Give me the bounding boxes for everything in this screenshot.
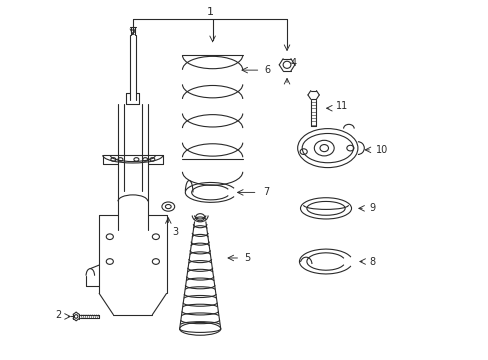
Text: 6: 6 <box>264 65 269 75</box>
Text: 8: 8 <box>369 257 375 266</box>
Text: 5: 5 <box>244 253 249 263</box>
Text: 1: 1 <box>207 7 214 17</box>
Text: 10: 10 <box>375 145 387 155</box>
Text: 3: 3 <box>171 228 178 238</box>
Text: 2: 2 <box>55 310 61 320</box>
Text: 9: 9 <box>368 203 375 213</box>
Text: 11: 11 <box>336 102 348 112</box>
Text: 4: 4 <box>290 58 296 68</box>
Text: 7: 7 <box>263 188 268 197</box>
